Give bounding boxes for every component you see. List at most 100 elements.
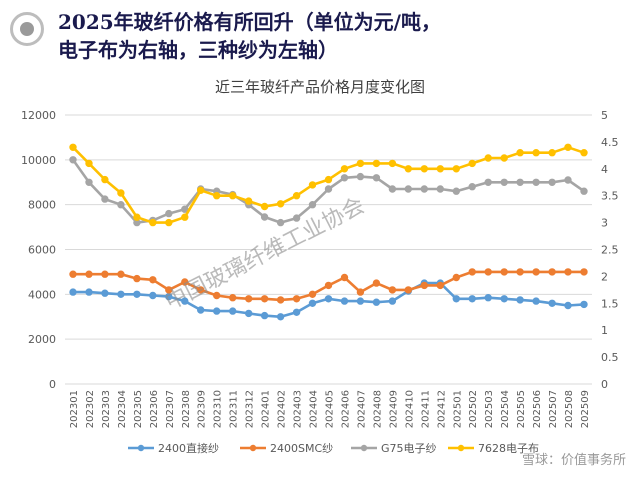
data-point bbox=[149, 291, 157, 300]
x-tick-label: 202311 bbox=[229, 390, 240, 428]
x-tick-label: 202302 bbox=[85, 390, 96, 428]
data-point bbox=[165, 286, 173, 294]
x-tick-label: 202501 bbox=[452, 390, 463, 428]
data-point bbox=[580, 149, 588, 157]
data-point bbox=[197, 306, 205, 314]
series-e7628 bbox=[69, 143, 588, 227]
data-point bbox=[260, 295, 269, 303]
data-point bbox=[292, 295, 301, 303]
data-point bbox=[532, 268, 540, 276]
y-right-tick-label: 4 bbox=[601, 163, 608, 176]
data-point bbox=[500, 154, 508, 162]
data-point bbox=[516, 268, 524, 276]
data-point bbox=[213, 307, 221, 315]
data-point bbox=[388, 286, 397, 294]
page-title: 2025年玻纤价格有所回升（单位为元/吨， 电子布为右轴，三种纱为左轴） bbox=[58, 8, 628, 64]
data-point bbox=[548, 299, 556, 307]
x-tick-label: 202304 bbox=[117, 390, 128, 428]
data-point bbox=[133, 274, 141, 283]
data-point bbox=[101, 289, 109, 297]
data-point bbox=[117, 290, 125, 298]
data-point bbox=[452, 165, 460, 173]
legend-marker bbox=[457, 444, 465, 452]
y-axis-right: 0 0.5 1 1.5 2 2.5 3 3.5 4 4.5 5 bbox=[601, 109, 619, 391]
x-tick-label: 202306 bbox=[149, 390, 160, 428]
data-point bbox=[516, 296, 524, 304]
x-tick-label: 202401 bbox=[261, 390, 272, 428]
page-title-line-2: 电子布为右轴，三种纱为左轴） bbox=[58, 38, 338, 62]
data-point bbox=[452, 187, 460, 195]
data-point bbox=[324, 295, 333, 303]
x-tick-label: 202312 bbox=[245, 390, 256, 428]
data-point bbox=[420, 185, 428, 193]
y-right-tick-label: 0.5 bbox=[601, 351, 619, 364]
data-point bbox=[165, 209, 173, 218]
data-point bbox=[500, 268, 508, 276]
y-right-tick-label: 3 bbox=[601, 217, 608, 230]
x-tick-label: 202308 bbox=[181, 390, 192, 428]
legend-item-g75: G75电子纱 bbox=[351, 442, 437, 455]
x-tick-label: 202407 bbox=[356, 390, 367, 428]
data-point bbox=[516, 149, 524, 157]
data-point bbox=[69, 288, 77, 296]
y-right-tick-label: 5 bbox=[601, 109, 608, 122]
data-point bbox=[532, 297, 540, 305]
y-right-tick-label: 0 bbox=[601, 378, 608, 391]
data-point bbox=[436, 165, 444, 173]
data-point bbox=[468, 268, 476, 276]
data-point bbox=[229, 192, 237, 200]
x-tick-label: 202408 bbox=[372, 390, 383, 428]
data-point bbox=[197, 186, 205, 195]
data-point bbox=[436, 281, 444, 290]
data-point bbox=[85, 270, 93, 278]
series-group bbox=[69, 143, 588, 321]
data-point bbox=[564, 143, 572, 152]
data-point bbox=[420, 165, 428, 173]
legend-item-direct: 2400直接纱 bbox=[128, 441, 219, 455]
legend-label: G75电子纱 bbox=[381, 442, 437, 455]
data-point bbox=[340, 273, 349, 282]
legend-marker bbox=[360, 444, 368, 452]
data-point bbox=[165, 218, 173, 227]
data-point bbox=[388, 159, 397, 168]
data-point bbox=[69, 143, 77, 152]
y-right-tick-label: 4.5 bbox=[601, 136, 619, 149]
data-point bbox=[292, 308, 301, 316]
data-point bbox=[420, 281, 428, 290]
data-point bbox=[340, 165, 349, 173]
x-tick-label: 202303 bbox=[101, 390, 112, 428]
data-point bbox=[276, 218, 285, 227]
logo-icon bbox=[10, 12, 44, 46]
data-point bbox=[548, 178, 556, 187]
data-point bbox=[404, 165, 412, 173]
data-point bbox=[245, 295, 253, 303]
x-tick-label: 202506 bbox=[532, 390, 543, 428]
data-point bbox=[245, 197, 253, 205]
data-point bbox=[484, 268, 492, 276]
data-point bbox=[340, 174, 349, 182]
x-tick-label: 202504 bbox=[500, 390, 511, 428]
data-point bbox=[276, 313, 285, 321]
legend-marker bbox=[137, 444, 145, 452]
legend-item-smc: 2400SMC纱 bbox=[240, 442, 333, 455]
data-point bbox=[356, 297, 365, 305]
y-left-tick-label: 0 bbox=[49, 378, 56, 391]
data-point bbox=[308, 290, 317, 298]
data-point bbox=[213, 192, 221, 200]
x-tick-label: 202410 bbox=[404, 390, 415, 428]
x-tick-label: 202503 bbox=[484, 390, 495, 428]
data-point bbox=[117, 189, 125, 197]
chart-title: 近三年玻纤产品价格月度变化图 bbox=[215, 78, 425, 96]
data-point bbox=[85, 178, 93, 187]
data-point bbox=[260, 311, 269, 320]
data-point bbox=[484, 294, 492, 302]
data-point bbox=[532, 149, 540, 157]
data-point bbox=[229, 307, 237, 315]
data-point bbox=[484, 178, 492, 187]
x-tick-label: 202505 bbox=[516, 390, 527, 428]
data-point bbox=[372, 279, 381, 287]
x-tick-label: 202509 bbox=[580, 390, 591, 428]
data-point bbox=[69, 156, 77, 164]
data-point bbox=[404, 185, 412, 193]
